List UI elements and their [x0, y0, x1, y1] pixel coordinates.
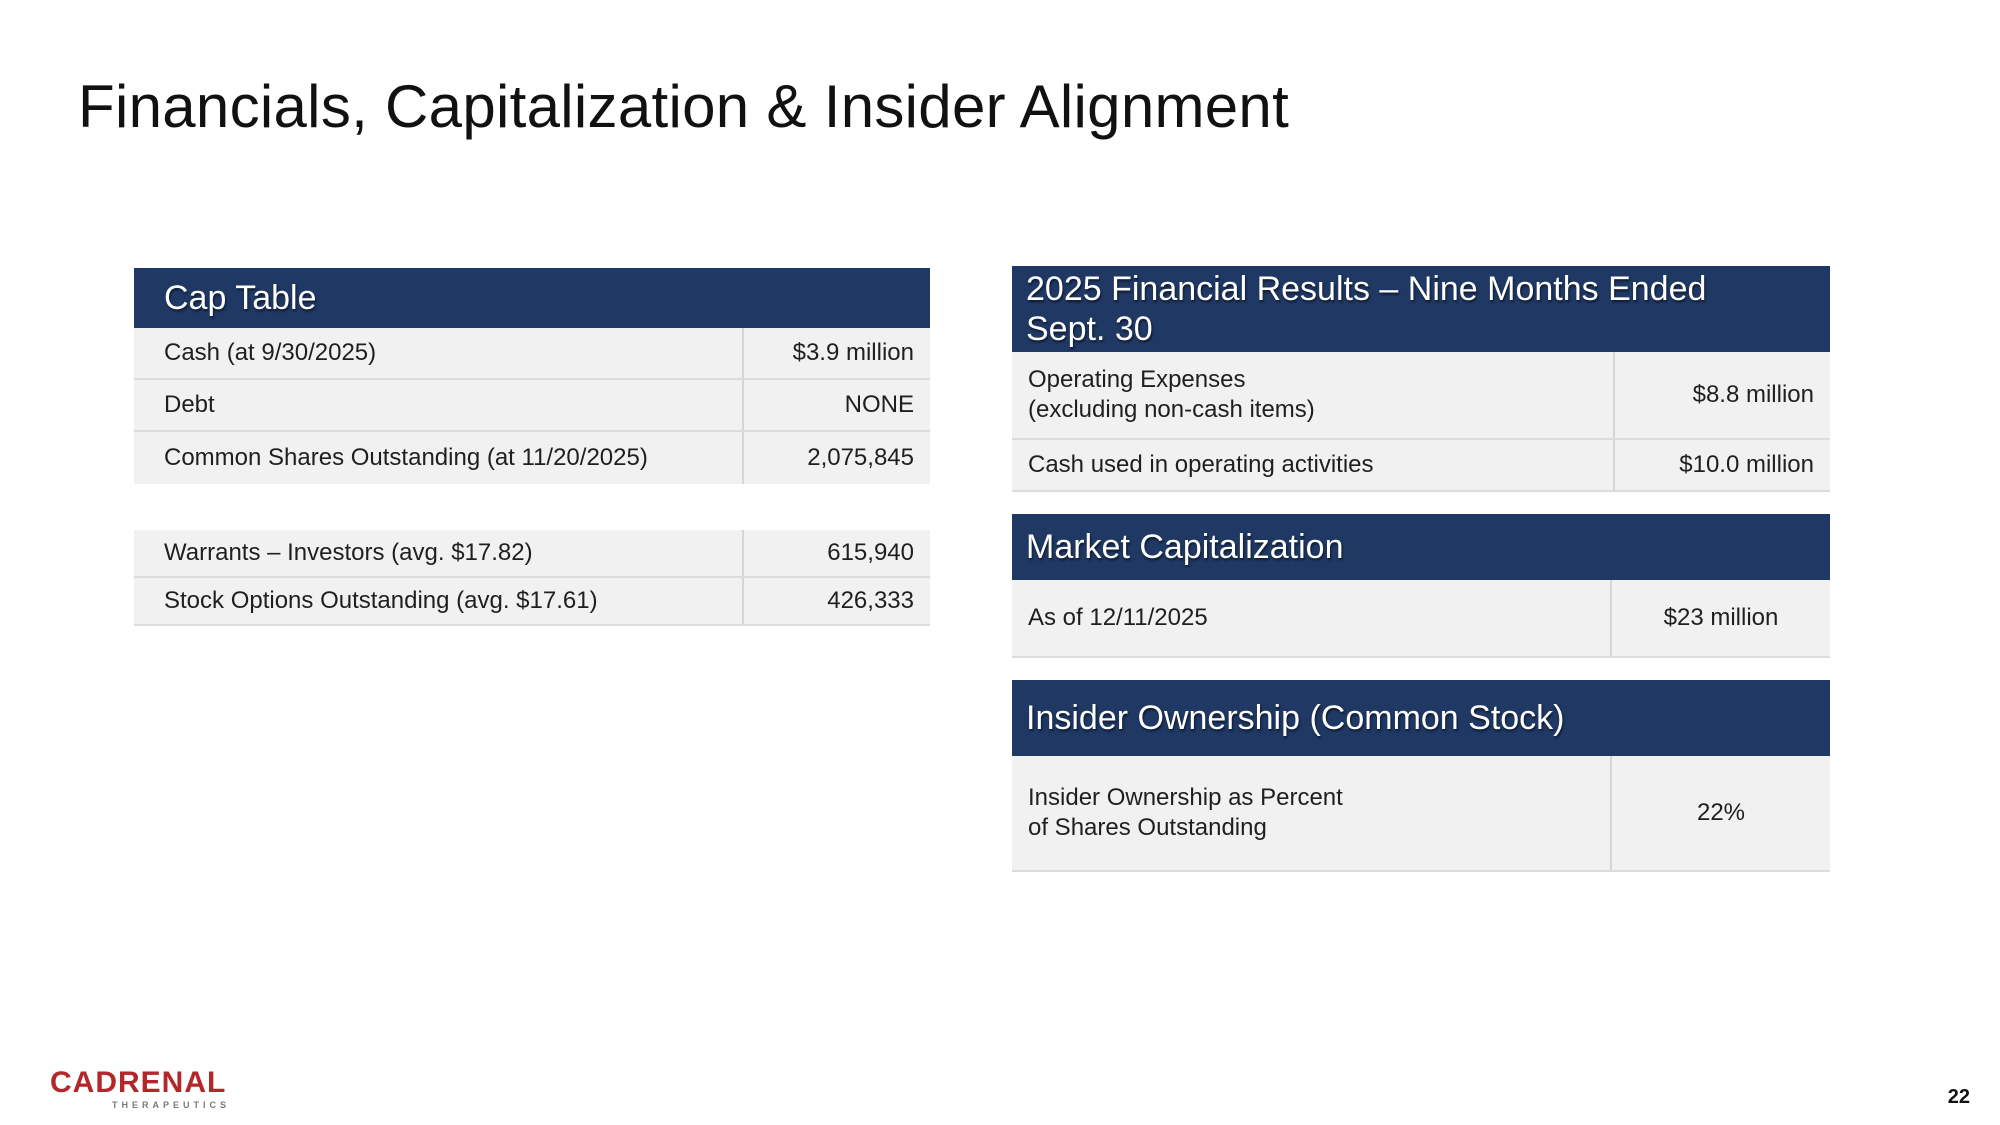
cap-table: Cap Table Cash (at 9/30/2025) $3.9 milli…: [134, 268, 930, 484]
row-value: $10.0 million: [1679, 451, 1814, 478]
label-line: (excluding non-cash items): [1028, 396, 1315, 423]
cap-table-derivatives: Warrants – Investors (avg. $17.82) 615,9…: [134, 530, 930, 626]
row-value: $3.9 million: [792, 339, 914, 366]
table-row: Operating Expenses (excluding non-cash i…: [1012, 352, 1830, 440]
page-title: Financials, Capitalization & Insider Ali…: [78, 73, 1290, 140]
row-value: 2,075,845: [807, 444, 914, 471]
table-row: Warrants – Investors (avg. $17.82) 615,9…: [134, 530, 930, 578]
table-row: Cash used in operating activities $10.0 …: [1012, 440, 1830, 492]
row-value: 426,333: [827, 587, 914, 614]
insider-ownership-header: Insider Ownership (Common Stock): [1012, 680, 1830, 756]
row-label: Cash (at 9/30/2025): [134, 328, 744, 378]
row-value: $23 million: [1663, 604, 1779, 631]
header-line: Sept. 30: [1026, 310, 1153, 348]
market-cap-header: Market Capitalization: [1012, 514, 1830, 580]
table-row: Debt NONE: [134, 380, 930, 432]
market-cap-table: Market Capitalization As of 12/11/2025 $…: [1012, 514, 1830, 658]
row-value: 615,940: [827, 539, 914, 566]
row-value: NONE: [844, 391, 914, 418]
row-label: As of 12/11/2025: [1012, 580, 1612, 656]
logo-subtitle: THERAPEUTICS: [112, 1100, 231, 1110]
row-label: Operating Expenses (excluding non-cash i…: [1012, 352, 1615, 438]
label-line: Insider Ownership as Percent: [1028, 784, 1343, 811]
header-line: 2025 Financial Results – Nine Months End…: [1026, 270, 1707, 308]
row-label: Insider Ownership as Percent of Shares O…: [1012, 756, 1612, 870]
page-number: 22: [1947, 1086, 1970, 1108]
row-value: 22%: [1696, 799, 1746, 826]
table-row: As of 12/11/2025 $23 million: [1012, 580, 1830, 658]
row-label: Cash used in operating activities: [1012, 440, 1615, 490]
financial-results-table: 2025 Financial Results – Nine Months End…: [1012, 266, 1830, 492]
row-label: Debt: [134, 380, 744, 430]
table-row: Cash (at 9/30/2025) $3.9 million: [134, 328, 930, 380]
cap-table-header: Cap Table: [134, 268, 930, 328]
table-row: Insider Ownership as Percent of Shares O…: [1012, 756, 1830, 872]
row-label: Stock Options Outstanding (avg. $17.61): [134, 578, 744, 624]
financial-results-header: 2025 Financial Results – Nine Months End…: [1012, 266, 1830, 352]
label-line: of Shares Outstanding: [1028, 814, 1267, 841]
label-line: Operating Expenses: [1028, 366, 1246, 393]
row-label: Warrants – Investors (avg. $17.82): [134, 530, 744, 576]
row-value: $8.8 million: [1692, 381, 1814, 408]
insider-ownership-table: Insider Ownership (Common Stock) Insider…: [1012, 680, 1830, 872]
row-label: Common Shares Outstanding (at 11/20/2025…: [134, 432, 744, 484]
company-logo: CADRENAL THERAPEUTICS: [50, 1066, 230, 1110]
logo-wordmark: CADRENAL: [50, 1066, 227, 1099]
table-row: Stock Options Outstanding (avg. $17.61) …: [134, 578, 930, 626]
table-row: Common Shares Outstanding (at 11/20/2025…: [134, 432, 930, 484]
